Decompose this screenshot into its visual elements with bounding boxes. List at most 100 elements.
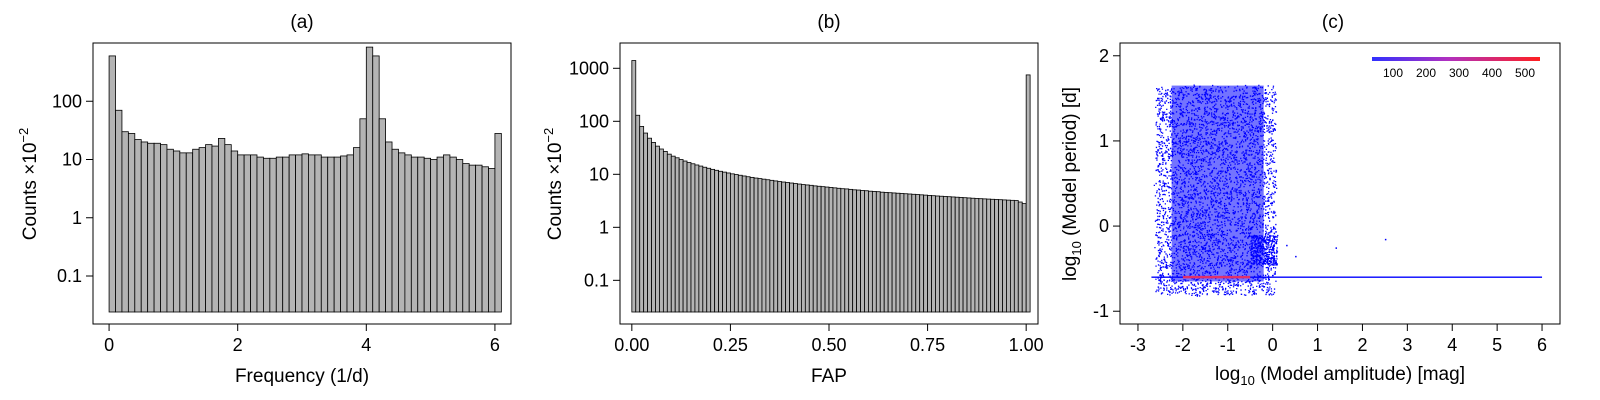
panel-b-fap-histogram: (b) 0.00 0.25 0.50 0.75 1.00 0.1 1 10 100 1000 F… [541, 12, 1044, 387]
histogram-bar [844, 188, 850, 313]
histogram-bar [666, 153, 672, 313]
x-tick-label: 4 [361, 335, 371, 355]
histogram-bar [785, 182, 790, 313]
histogram-bar [166, 148, 174, 313]
colorbar-tick-label: 300 [1449, 66, 1469, 80]
histogram-bar [121, 131, 129, 313]
histogram-bar [327, 156, 335, 313]
histogram-bar [1025, 74, 1031, 313]
histogram-bar [879, 191, 885, 313]
histogram-bar [745, 176, 751, 313]
panel-c-y-label-subscript: 10 [1069, 241, 1084, 255]
panel-c-x-label-log: log [1215, 364, 1240, 385]
histogram-bar [340, 155, 348, 313]
histogram-bar [224, 144, 232, 313]
panel-b-x-axis: 0.00 0.25 0.50 0.75 1.00 [614, 324, 1044, 355]
histogram-bar [359, 118, 367, 313]
histogram-bar [749, 176, 755, 313]
y-tick-label: 1 [72, 208, 82, 228]
histogram-bar [875, 191, 881, 313]
x-tick-label: 0.75 [910, 335, 945, 355]
x-tick-label: 0 [104, 335, 114, 355]
panel-b-y-label-exponent: −2 [541, 128, 556, 143]
panel-c-amplitude-period-density: (c) 100 200 300 400 500 -3 -2 -1 0 1 2 3 4 5 6 -1012 … [1060, 12, 1561, 388]
x-tick-label: 2 [233, 335, 243, 355]
histogram-bar [314, 154, 322, 313]
panel-b-y-axis: 0.1 1 10 100 1000 [569, 58, 620, 290]
histogram-bar [804, 184, 810, 313]
x-tick-label: 0.25 [713, 335, 748, 355]
histogram-bar [639, 126, 645, 313]
histogram-bar [923, 194, 928, 313]
histogram-bar [891, 192, 897, 313]
histogram-bar [942, 196, 948, 313]
histogram-bar [134, 139, 142, 313]
histogram-bar [722, 171, 727, 313]
panel-a-title: (a) [290, 12, 313, 33]
histogram-bar [655, 145, 660, 313]
y-tick-label: 10 [589, 164, 609, 184]
panel-a-x-label: Frequency (1/d) [235, 366, 369, 387]
histogram-bar [828, 187, 834, 313]
histogram-bar [733, 174, 739, 313]
histogram-bar [198, 147, 206, 313]
histogram-bar [108, 55, 116, 313]
outlier-point [1384, 238, 1387, 241]
x-tick-label: 3 [1402, 335, 1412, 355]
colorbar-tick-label: 200 [1416, 66, 1436, 80]
histogram-bar [295, 154, 303, 313]
histogram-bar [860, 190, 865, 313]
histogram-bar [320, 156, 329, 313]
panel-b-y-label: Counts ×10−2 [541, 128, 566, 241]
colorbar-tick-label: 400 [1482, 66, 1502, 80]
panel-a-frequency-histogram: (a) 0 2 4 6 0.1 1 10 100 Frequency (1/d) Count… [16, 12, 512, 387]
panel-c-y-label: log10 (Model period) [d] [1060, 87, 1084, 281]
x-tick-label: -2 [1175, 335, 1191, 355]
panel-c-y-axis: -1 0 1 2 [1093, 46, 1120, 321]
panel-c-plot-frame [1119, 42, 1561, 325]
histogram-bar [481, 166, 489, 313]
histogram-bar [702, 166, 708, 313]
histogram-bar [1006, 199, 1011, 313]
histogram-bar [391, 148, 399, 313]
histogram-bar [808, 184, 814, 313]
y-tick-label: 0.1 [57, 266, 82, 286]
histogram-bar [308, 154, 316, 313]
panel-a-x-axis: 0 2 4 6 [104, 324, 500, 355]
histogram-bar [269, 157, 277, 313]
histogram-bar [678, 159, 684, 313]
panel-b-bars [631, 60, 1031, 313]
y-tick-label: 0 [1099, 216, 1109, 236]
histogram-bar [690, 163, 696, 313]
x-tick-label: 0 [1268, 335, 1278, 355]
histogram-bar [378, 118, 386, 313]
histogram-bar [662, 151, 668, 313]
histogram-bar [385, 141, 393, 313]
histogram-bar [871, 191, 877, 313]
histogram-bar [651, 141, 656, 313]
histogram-bar [275, 156, 284, 313]
outlier-point [1295, 255, 1297, 258]
histogram-bar [417, 156, 425, 313]
histogram-bar [793, 183, 798, 313]
histogram-bar [1002, 199, 1007, 313]
histogram-bar [398, 152, 406, 313]
panel-a-bars [108, 46, 502, 313]
histogram-bar [185, 152, 194, 313]
histogram-bar [887, 192, 893, 313]
histogram-bar [698, 165, 704, 313]
histogram-bar [907, 193, 913, 313]
histogram-bar [147, 142, 155, 313]
histogram-bar [205, 144, 213, 313]
histogram-bar [714, 169, 719, 313]
histogram-bar [899, 193, 905, 313]
histogram-bar [741, 175, 747, 313]
x-tick-label: -3 [1130, 335, 1146, 355]
histogram-bar [301, 153, 309, 313]
histogram-bar [430, 159, 438, 313]
histogram-bar [404, 154, 412, 313]
histogram-bar [777, 181, 783, 313]
histogram-bar [372, 55, 380, 313]
y-tick-label: 10 [62, 150, 82, 170]
